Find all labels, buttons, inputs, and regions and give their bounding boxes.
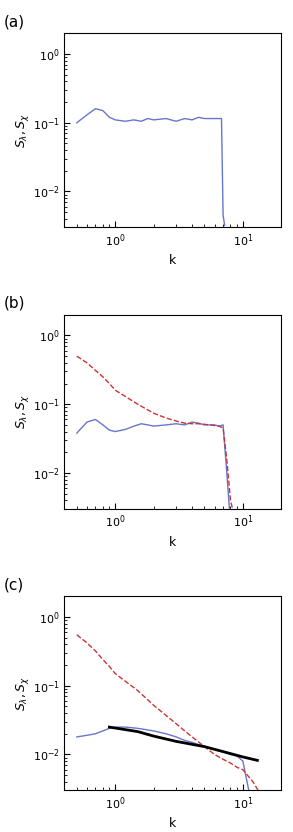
Y-axis label: $S_\lambda, S_\chi$: $S_\lambda, S_\chi$ <box>14 394 31 429</box>
X-axis label: k: k <box>169 817 176 830</box>
X-axis label: k: k <box>169 255 176 267</box>
Y-axis label: $S_\lambda, S_\chi$: $S_\lambda, S_\chi$ <box>14 112 31 148</box>
Y-axis label: $S_\lambda, S_\chi$: $S_\lambda, S_\chi$ <box>14 676 31 711</box>
Text: (c): (c) <box>4 577 24 592</box>
Text: (a): (a) <box>4 14 25 29</box>
Text: (b): (b) <box>4 296 25 311</box>
X-axis label: k: k <box>169 536 176 549</box>
